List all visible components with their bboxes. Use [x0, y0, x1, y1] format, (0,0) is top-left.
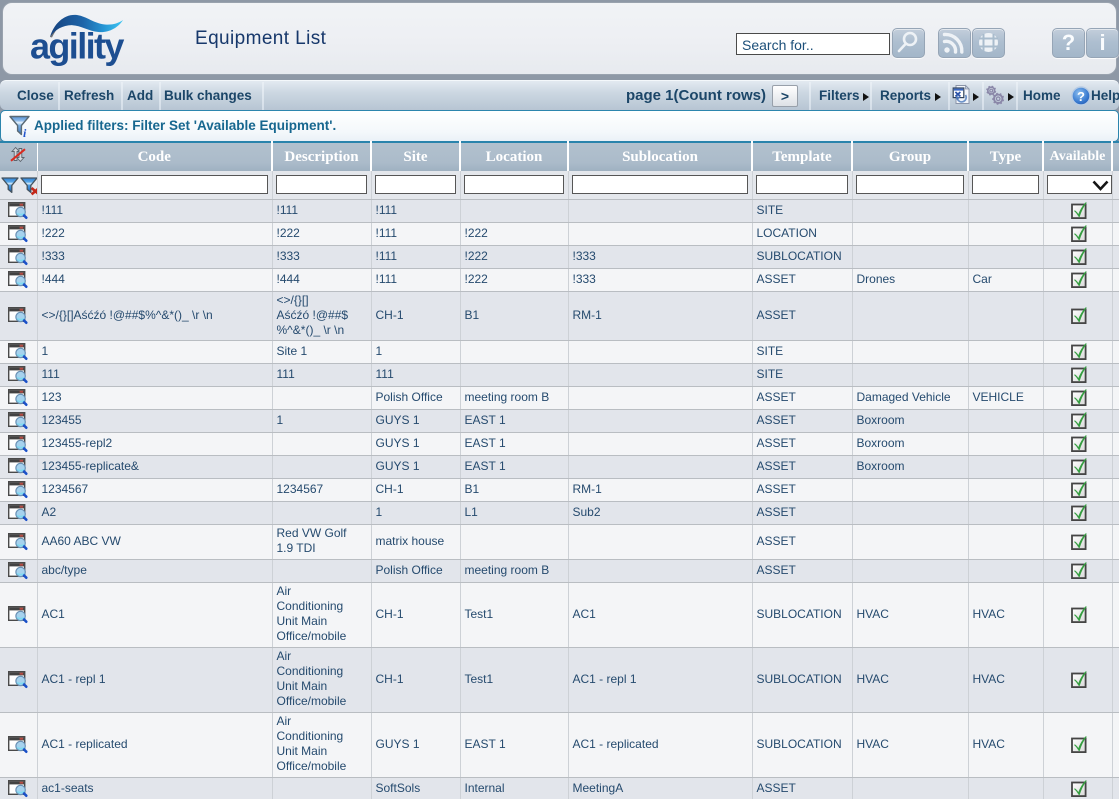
svg-text:i: i	[23, 126, 27, 138]
svg-text:agility: agility	[30, 26, 124, 67]
svg-text:?: ?	[1077, 89, 1085, 104]
